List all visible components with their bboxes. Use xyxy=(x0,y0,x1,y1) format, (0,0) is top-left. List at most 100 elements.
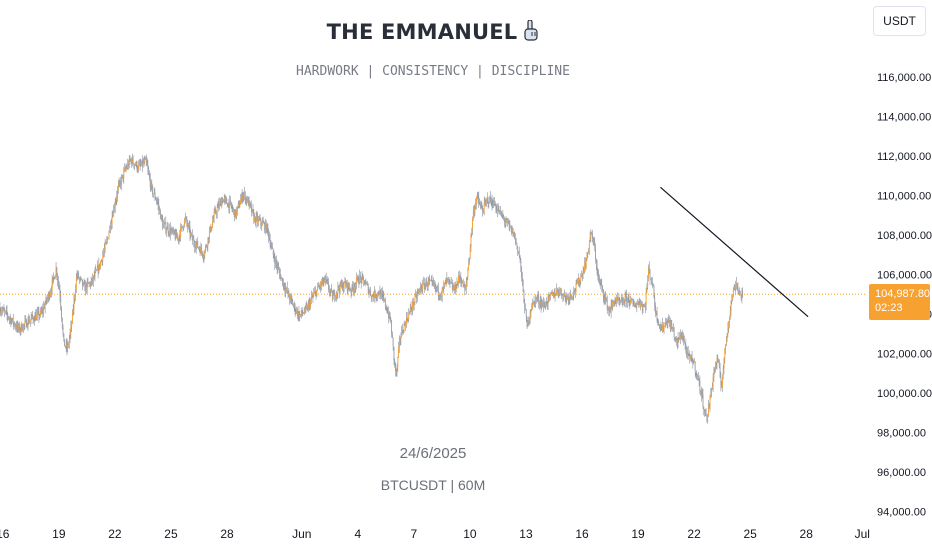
candle-body xyxy=(716,357,718,366)
candle-body xyxy=(459,277,461,279)
candle-body xyxy=(51,280,53,291)
candle-body xyxy=(1,310,3,312)
candle-body xyxy=(304,306,306,313)
candle-body xyxy=(489,196,491,204)
candle-body xyxy=(634,304,635,307)
candle-body xyxy=(356,277,358,284)
candle-body xyxy=(16,324,18,329)
x-tick-label: 19 xyxy=(52,527,66,541)
trendline-drawing[interactable] xyxy=(660,186,809,318)
candle-body xyxy=(307,304,309,311)
candle-body xyxy=(245,198,247,202)
candle-body xyxy=(456,282,458,289)
candle-body xyxy=(361,276,363,283)
candle-body xyxy=(387,312,389,314)
candle-body xyxy=(703,406,705,411)
candle-body xyxy=(625,295,627,297)
candle-body xyxy=(248,200,250,206)
candle-body xyxy=(526,316,528,327)
candle-body xyxy=(731,299,733,302)
candle-body xyxy=(354,287,356,289)
candle-body xyxy=(592,238,594,245)
candle-body xyxy=(99,261,101,268)
y-tick-label: 98,000.00 xyxy=(877,427,926,439)
candle-body xyxy=(390,319,392,322)
candle-body xyxy=(163,223,165,225)
candle-body xyxy=(741,291,743,299)
candle-body xyxy=(562,295,564,299)
candle-body xyxy=(723,358,725,369)
candle-body xyxy=(341,283,343,286)
candle-body xyxy=(128,158,130,167)
candle-body xyxy=(373,296,375,299)
candle-body xyxy=(372,295,374,297)
candle-body xyxy=(143,161,145,163)
candle-body xyxy=(183,226,185,229)
currency-button[interactable]: USDT xyxy=(873,6,926,36)
candle-body xyxy=(547,296,549,305)
candle-body xyxy=(532,302,533,309)
candle-body xyxy=(225,198,227,199)
candle-body xyxy=(628,296,630,303)
candle-body xyxy=(699,380,701,392)
candle-body xyxy=(317,286,319,288)
candle-body xyxy=(432,280,434,283)
candle-body xyxy=(257,216,259,223)
candle-body xyxy=(76,275,78,278)
candle-body xyxy=(632,300,634,305)
candle-body xyxy=(689,355,691,359)
candle-body xyxy=(525,309,526,311)
candle-body xyxy=(142,161,144,167)
candle-body xyxy=(267,224,269,230)
candle-body xyxy=(344,281,346,284)
candle-body xyxy=(62,327,64,334)
candle-body xyxy=(454,284,456,291)
candle-body xyxy=(185,217,187,219)
candle-body xyxy=(233,209,234,211)
candle-body xyxy=(529,312,531,319)
candle-body xyxy=(595,259,597,266)
candle-body xyxy=(606,298,608,310)
candle-body xyxy=(517,246,519,253)
candle-body xyxy=(195,244,197,248)
x-tick-label: Jun xyxy=(292,527,311,541)
candle-body xyxy=(685,344,687,350)
candle-body xyxy=(132,157,134,164)
candle-body xyxy=(729,310,731,318)
candle-body xyxy=(399,338,401,340)
candle-body xyxy=(301,310,303,314)
candle-body xyxy=(345,281,347,286)
candle-body xyxy=(166,229,168,232)
candle-body xyxy=(384,299,386,301)
candle-body xyxy=(486,198,488,200)
candle-body xyxy=(15,326,17,328)
candle-body xyxy=(452,287,454,290)
candle-body xyxy=(409,311,410,314)
candle-body xyxy=(349,289,351,291)
candle-body xyxy=(374,290,375,299)
candle-body xyxy=(556,289,558,292)
candle-body xyxy=(431,280,433,281)
candle-body xyxy=(145,157,147,162)
candle-body xyxy=(568,297,570,301)
candle-body xyxy=(34,315,36,322)
candle-body xyxy=(381,292,383,295)
candle-body xyxy=(420,287,422,291)
candle-body xyxy=(600,282,602,285)
candle-body xyxy=(588,250,589,253)
candle-body xyxy=(160,215,162,219)
candle-body xyxy=(240,199,242,205)
candle-body xyxy=(691,356,693,361)
candle-body xyxy=(697,375,698,377)
candle-body xyxy=(89,282,90,284)
candle-body xyxy=(709,396,711,407)
candle-body xyxy=(229,200,231,202)
candle-body xyxy=(613,303,615,305)
candle-body xyxy=(622,298,624,303)
candle-body xyxy=(146,161,148,167)
x-tick-label: 4 xyxy=(354,527,361,541)
candle-body xyxy=(37,311,39,313)
candle-body xyxy=(367,283,368,285)
candle-body xyxy=(475,197,477,205)
